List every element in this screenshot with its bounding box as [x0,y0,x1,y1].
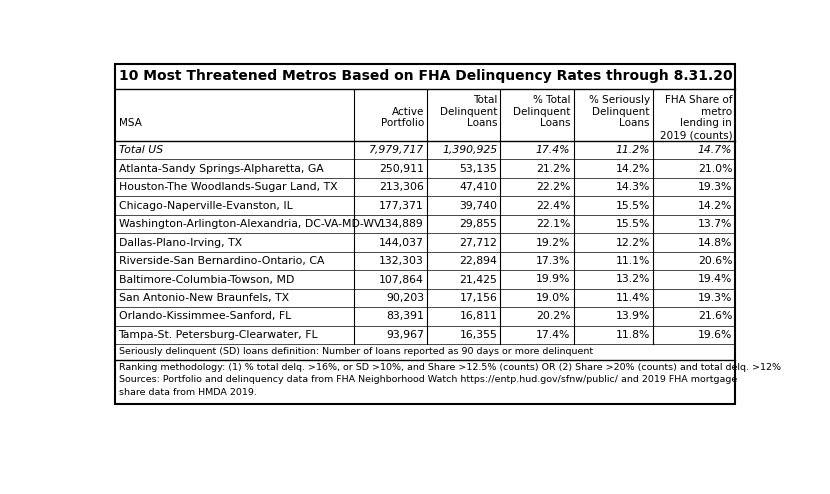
Text: Washington-Arlington-Alexandria, DC-VA-MD-WV: Washington-Arlington-Alexandria, DC-VA-M… [119,219,381,229]
Text: 16,811: 16,811 [459,311,497,322]
Text: 21,425: 21,425 [459,275,497,285]
Text: 15.5%: 15.5% [615,219,650,229]
Text: 17.4%: 17.4% [536,330,570,340]
Text: Orlando-Kissimmee-Sanford, FL: Orlando-Kissimmee-Sanford, FL [119,311,290,322]
Text: MSA: MSA [119,119,141,128]
Text: Loans: Loans [619,119,650,128]
Text: 19.2%: 19.2% [536,238,570,247]
Text: Loans: Loans [466,119,497,128]
Text: Seriously delinquent (SD) loans definition: Number of loans reported as 90 days : Seriously delinquent (SD) loans definiti… [119,347,593,356]
Text: 14.2%: 14.2% [698,201,732,210]
Text: 19.3%: 19.3% [698,182,732,192]
Text: 11.8%: 11.8% [615,330,650,340]
Text: 22.2%: 22.2% [536,182,570,192]
Text: 13.2%: 13.2% [615,275,650,285]
Text: Delinquent: Delinquent [440,107,497,117]
Text: 213,306: 213,306 [379,182,424,192]
Text: 11.4%: 11.4% [615,293,650,303]
Text: 12.2%: 12.2% [615,238,650,247]
Text: 250,911: 250,911 [379,164,424,173]
Text: 39,740: 39,740 [459,201,497,210]
Text: 21.6%: 21.6% [698,311,732,322]
Text: 19.3%: 19.3% [698,293,732,303]
Text: FHA Share of: FHA Share of [665,95,732,105]
Text: 17.3%: 17.3% [536,256,570,266]
Text: 21.0%: 21.0% [698,164,732,173]
Text: 47,410: 47,410 [459,182,497,192]
Text: 19.0%: 19.0% [536,293,570,303]
Text: Delinquent: Delinquent [593,107,650,117]
Text: lending in: lending in [681,119,732,128]
Text: share data from HMDA 2019.: share data from HMDA 2019. [119,388,256,397]
Text: Atlanta-Sandy Springs-Alpharetta, GA: Atlanta-Sandy Springs-Alpharetta, GA [119,164,324,173]
Text: Delinquent: Delinquent [513,107,570,117]
Text: 17,156: 17,156 [459,293,497,303]
Text: 17.4%: 17.4% [536,145,570,155]
Text: 11.1%: 11.1% [615,256,650,266]
Text: 14.8%: 14.8% [698,238,732,247]
Text: % Total: % Total [533,95,570,105]
Text: Active: Active [392,107,424,117]
Text: 132,303: 132,303 [379,256,424,266]
Text: 2019 (counts): 2019 (counts) [660,130,732,140]
Text: 13.7%: 13.7% [698,219,732,229]
Text: 20.6%: 20.6% [698,256,732,266]
Text: 90,203: 90,203 [386,293,424,303]
Text: 29,855: 29,855 [459,219,497,229]
Text: 1,390,925: 1,390,925 [442,145,497,155]
Text: 16,355: 16,355 [459,330,497,340]
Text: % Seriously: % Seriously [588,95,650,105]
Text: Tampa-St. Petersburg-Clearwater, FL: Tampa-St. Petersburg-Clearwater, FL [119,330,318,340]
Text: Chicago-Naperville-Evanston, IL: Chicago-Naperville-Evanston, IL [119,201,292,210]
Text: 177,371: 177,371 [379,201,424,210]
Bar [115,64,735,404]
Text: Baltimore-Columbia-Towson, MD: Baltimore-Columbia-Towson, MD [119,275,294,285]
Text: Total: Total [473,95,497,105]
Text: 21.2%: 21.2% [536,164,570,173]
Text: 19.6%: 19.6% [698,330,732,340]
Text: Houston-The Woodlands-Sugar Land, TX: Houston-The Woodlands-Sugar Land, TX [119,182,337,192]
Text: San Antonio-New Braunfels, TX: San Antonio-New Braunfels, TX [119,293,289,303]
Text: Riverside-San Bernardino-Ontario, CA: Riverside-San Bernardino-Ontario, CA [119,256,324,266]
Text: 15.5%: 15.5% [615,201,650,210]
Text: 7,979,717: 7,979,717 [369,145,424,155]
Text: 93,967: 93,967 [386,330,424,340]
Text: 19.9%: 19.9% [536,275,570,285]
Text: 10 Most Threatened Metros Based on FHA Delinquency Rates through 8.31.20: 10 Most Threatened Metros Based on FHA D… [119,69,732,83]
Text: 22,894: 22,894 [459,256,497,266]
Text: 14.7%: 14.7% [698,145,732,155]
Text: 11.2%: 11.2% [615,145,650,155]
Text: 27,712: 27,712 [459,238,497,247]
Text: 53,135: 53,135 [459,164,497,173]
Text: Ranking methodology: (1) % total delq. >16%, or SD >10%, and Share >12.5% (count: Ranking methodology: (1) % total delq. >… [119,363,780,372]
Text: 13.9%: 13.9% [615,311,650,322]
Text: 22.4%: 22.4% [536,201,570,210]
Text: Sources: Portfolio and delinquency data from FHA Neighborhood Watch https://entp: Sources: Portfolio and delinquency data … [119,375,737,384]
Text: 83,391: 83,391 [386,311,424,322]
Text: 107,864: 107,864 [379,275,424,285]
Text: 14.2%: 14.2% [615,164,650,173]
Text: Total US: Total US [119,145,163,155]
Text: 134,889: 134,889 [379,219,424,229]
Text: 19.4%: 19.4% [698,275,732,285]
Text: 144,037: 144,037 [379,238,424,247]
Text: 20.2%: 20.2% [536,311,570,322]
Text: 14.3%: 14.3% [615,182,650,192]
Text: Portfolio: Portfolio [381,119,424,128]
Text: 22.1%: 22.1% [536,219,570,229]
Text: Loans: Loans [540,119,570,128]
Text: Dallas-Plano-Irving, TX: Dallas-Plano-Irving, TX [119,238,242,247]
Text: metro: metro [701,107,732,117]
